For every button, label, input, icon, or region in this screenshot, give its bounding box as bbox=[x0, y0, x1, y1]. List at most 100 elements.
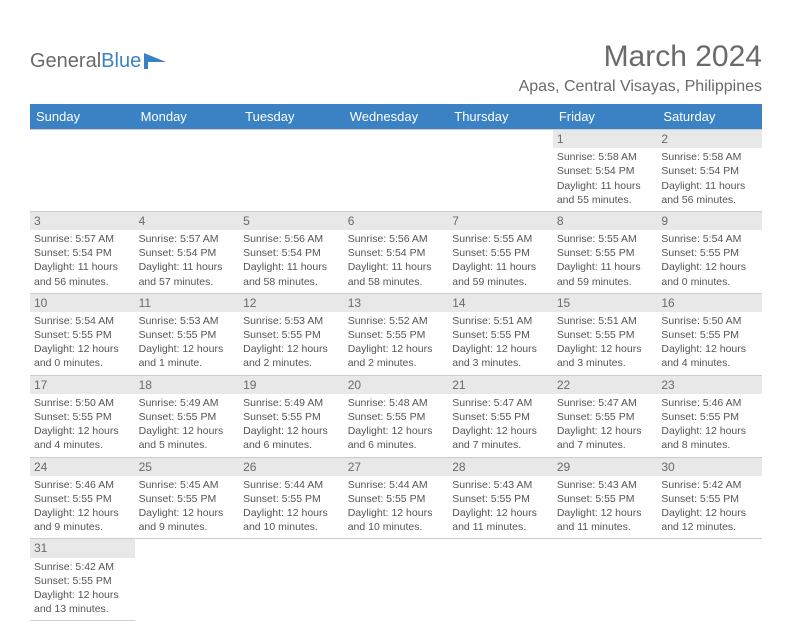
sunrise-text: Sunrise: 5:51 AM bbox=[557, 314, 654, 328]
day-cell: 28Sunrise: 5:43 AMSunset: 5:55 PMDayligh… bbox=[448, 457, 553, 539]
day-cell: 29Sunrise: 5:43 AMSunset: 5:55 PMDayligh… bbox=[553, 457, 658, 539]
day-cell: 15Sunrise: 5:51 AMSunset: 5:55 PMDayligh… bbox=[553, 293, 658, 375]
empty-cell bbox=[239, 539, 344, 621]
sunrise-text: Sunrise: 5:55 AM bbox=[557, 232, 654, 246]
sunset-text: Sunset: 5:54 PM bbox=[661, 164, 758, 178]
calendar-table: Sunday Monday Tuesday Wednesday Thursday… bbox=[30, 104, 762, 621]
day-number: 19 bbox=[239, 376, 344, 394]
day-number: 21 bbox=[448, 376, 553, 394]
day-number: 13 bbox=[344, 294, 449, 312]
day-cell: 7Sunrise: 5:55 AMSunset: 5:55 PMDaylight… bbox=[448, 211, 553, 293]
daylight-text: Daylight: 12 hours and 11 minutes. bbox=[557, 506, 654, 534]
day-cell: 21Sunrise: 5:47 AMSunset: 5:55 PMDayligh… bbox=[448, 375, 553, 457]
day-cell: 2Sunrise: 5:58 AMSunset: 5:54 PMDaylight… bbox=[657, 130, 762, 212]
day-header: Saturday bbox=[657, 104, 762, 130]
daylight-text: Daylight: 12 hours and 7 minutes. bbox=[452, 424, 549, 452]
daylight-text: Daylight: 12 hours and 7 minutes. bbox=[557, 424, 654, 452]
day-cell: 16Sunrise: 5:50 AMSunset: 5:55 PMDayligh… bbox=[657, 293, 762, 375]
empty-cell bbox=[135, 130, 240, 212]
sunrise-text: Sunrise: 5:53 AM bbox=[243, 314, 340, 328]
sunset-text: Sunset: 5:55 PM bbox=[34, 574, 131, 588]
sunset-text: Sunset: 5:55 PM bbox=[139, 492, 236, 506]
daylight-text: Daylight: 12 hours and 5 minutes. bbox=[139, 424, 236, 452]
daylight-text: Daylight: 11 hours and 59 minutes. bbox=[557, 260, 654, 288]
day-number: 5 bbox=[239, 212, 344, 230]
day-cell: 22Sunrise: 5:47 AMSunset: 5:55 PMDayligh… bbox=[553, 375, 658, 457]
day-header: Monday bbox=[135, 104, 240, 130]
day-cell: 23Sunrise: 5:46 AMSunset: 5:55 PMDayligh… bbox=[657, 375, 762, 457]
day-number: 4 bbox=[135, 212, 240, 230]
day-cell: 9Sunrise: 5:54 AMSunset: 5:55 PMDaylight… bbox=[657, 211, 762, 293]
sunset-text: Sunset: 5:55 PM bbox=[661, 492, 758, 506]
day-cell: 27Sunrise: 5:44 AMSunset: 5:55 PMDayligh… bbox=[344, 457, 449, 539]
day-cell: 20Sunrise: 5:48 AMSunset: 5:55 PMDayligh… bbox=[344, 375, 449, 457]
day-cell: 30 Sunrise: 5:42 AMSunset: 5:55 PMDayligh… bbox=[657, 457, 762, 539]
day-number: 31 bbox=[30, 539, 135, 557]
logo-text-1: General bbox=[30, 50, 101, 73]
daylight-text: Daylight: 12 hours and 11 minutes. bbox=[452, 506, 549, 534]
daylight-text: Daylight: 12 hours and 0 minutes. bbox=[34, 342, 131, 370]
sunset-text: Sunset: 5:55 PM bbox=[348, 410, 445, 424]
calendar-row: 1Sunrise: 5:58 AMSunset: 5:54 PMDaylight… bbox=[30, 130, 762, 212]
sunrise-text: Sunrise: 5:58 AM bbox=[557, 150, 654, 164]
daylight-text: Daylight: 12 hours and 10 minutes. bbox=[348, 506, 445, 534]
logo: GeneralBlue bbox=[30, 50, 170, 73]
daylight-text: Daylight: 11 hours and 58 minutes. bbox=[243, 260, 340, 288]
day-cell: 4Sunrise: 5:57 AMSunset: 5:54 PMDaylight… bbox=[135, 211, 240, 293]
empty-cell bbox=[135, 539, 240, 621]
day-header: Wednesday bbox=[344, 104, 449, 130]
sunset-text: Sunset: 5:55 PM bbox=[348, 492, 445, 506]
day-number: 14 bbox=[448, 294, 553, 312]
day-number: 7 bbox=[448, 212, 553, 230]
sunrise-text: Sunrise: 5:43 AM bbox=[557, 478, 654, 492]
sunset-text: Sunset: 5:54 PM bbox=[243, 246, 340, 260]
sunrise-text: Sunrise: 5:50 AM bbox=[661, 314, 758, 328]
month-title: March 2024 bbox=[519, 40, 762, 74]
day-number: 18 bbox=[135, 376, 240, 394]
sunset-text: Sunset: 5:55 PM bbox=[557, 246, 654, 260]
day-cell: 24Sunrise: 5:46 AMSunset: 5:55 PMDayligh… bbox=[30, 457, 135, 539]
daylight-text: Daylight: 11 hours and 58 minutes. bbox=[348, 260, 445, 288]
sunset-text: Sunset: 5:55 PM bbox=[452, 410, 549, 424]
sunrise-text: Sunrise: 5:43 AM bbox=[452, 478, 549, 492]
sunset-text: Sunset: 5:55 PM bbox=[452, 246, 549, 260]
sunset-text: Sunset: 5:55 PM bbox=[243, 410, 340, 424]
sunrise-text: Sunrise: 5:58 AM bbox=[661, 150, 758, 164]
sunset-text: Sunset: 5:55 PM bbox=[452, 328, 549, 342]
day-number: 2 bbox=[657, 130, 762, 148]
day-number: 25 bbox=[135, 458, 240, 476]
day-cell: 1 Sunrise: 5:58 AMSunset: 5:54 PMDaylight… bbox=[553, 130, 658, 212]
sunset-text: Sunset: 5:55 PM bbox=[661, 410, 758, 424]
day-number: 30 bbox=[657, 458, 762, 476]
daylight-text: Daylight: 12 hours and 12 minutes. bbox=[661, 506, 758, 534]
sunset-text: Sunset: 5:55 PM bbox=[34, 492, 131, 506]
day-cell: 6Sunrise: 5:56 AMSunset: 5:54 PMDaylight… bbox=[344, 211, 449, 293]
daylight-text: Daylight: 11 hours and 56 minutes. bbox=[34, 260, 131, 288]
calendar-row: 3Sunrise: 5:57 AMSunset: 5:54 PMDaylight… bbox=[30, 211, 762, 293]
daylight-text: Daylight: 12 hours and 9 minutes. bbox=[139, 506, 236, 534]
empty-cell bbox=[30, 130, 135, 212]
empty-cell bbox=[448, 539, 553, 621]
calendar-row: 10Sunrise: 5:54 AMSunset: 5:55 PMDayligh… bbox=[30, 293, 762, 375]
day-number: 11 bbox=[135, 294, 240, 312]
day-cell: 25Sunrise: 5:45 AMSunset: 5:55 PMDayligh… bbox=[135, 457, 240, 539]
sunrise-text: Sunrise: 5:55 AM bbox=[452, 232, 549, 246]
sunset-text: Sunset: 5:54 PM bbox=[348, 246, 445, 260]
day-cell: 3Sunrise: 5:57 AMSunset: 5:54 PMDaylight… bbox=[30, 211, 135, 293]
sunrise-text: Sunrise: 5:46 AM bbox=[34, 478, 131, 492]
sunset-text: Sunset: 5:55 PM bbox=[243, 328, 340, 342]
sunset-text: Sunset: 5:55 PM bbox=[557, 410, 654, 424]
sunset-text: Sunset: 5:54 PM bbox=[557, 164, 654, 178]
calendar-row: 31Sunrise: 5:42 AMSunset: 5:55 PMDayligh… bbox=[30, 539, 762, 621]
day-number: 1 bbox=[553, 130, 658, 148]
daylight-text: Daylight: 11 hours and 57 minutes. bbox=[139, 260, 236, 288]
sunrise-text: Sunrise: 5:50 AM bbox=[34, 396, 131, 410]
sunset-text: Sunset: 5:55 PM bbox=[661, 328, 758, 342]
day-cell: 17Sunrise: 5:50 AMSunset: 5:55 PMDayligh… bbox=[30, 375, 135, 457]
day-cell: 18Sunrise: 5:49 AMSunset: 5:55 PMDayligh… bbox=[135, 375, 240, 457]
empty-cell bbox=[239, 130, 344, 212]
daylight-text: Daylight: 11 hours and 55 minutes. bbox=[557, 179, 654, 207]
day-cell: 13Sunrise: 5:52 AMSunset: 5:55 PMDayligh… bbox=[344, 293, 449, 375]
sunrise-text: Sunrise: 5:42 AM bbox=[661, 478, 758, 492]
day-number: 20 bbox=[344, 376, 449, 394]
